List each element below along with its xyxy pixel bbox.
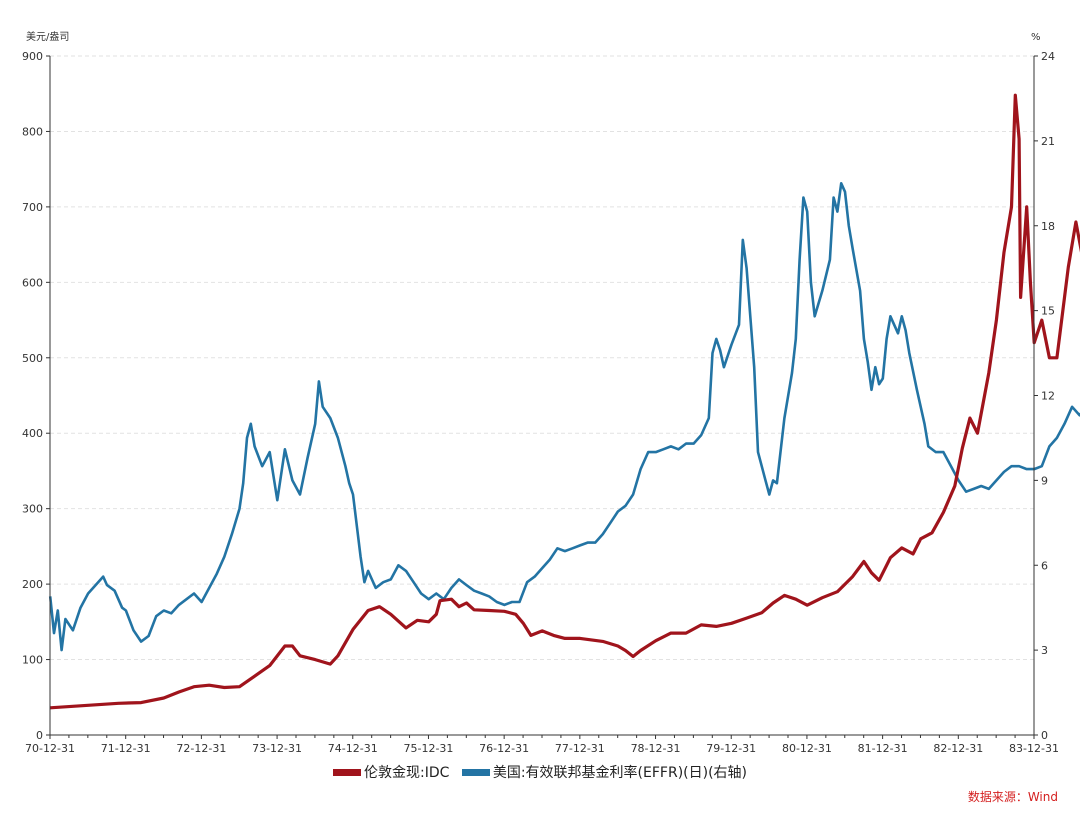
right-tick-label: 15 (1041, 305, 1055, 318)
x-tick-label: 83-12-31 (1009, 742, 1059, 755)
gridlines (50, 55, 1034, 661)
left-tick-label: 400 (22, 427, 43, 440)
left-axis-unit-label: 美元/盎司 (26, 30, 69, 43)
x-tick-label: 75-12-31 (403, 742, 453, 755)
right-tick-label: 3 (1041, 644, 1048, 657)
legend: 伦敦金现:IDC 美国:有效联邦基金利率(EFFR)(日)(右轴) (0, 762, 1080, 782)
left-tick-label: 200 (22, 578, 43, 591)
x-axis-ticks: 70-12-31 71-12-31 72-12-31 73-12-31 74-12-31… (25, 735, 1059, 755)
legend-swatch-gold (332, 768, 361, 776)
x-tick-label: 79-12-31 (706, 742, 756, 755)
left-tick-label: 100 (22, 654, 43, 667)
right-tick-label: 12 (1041, 390, 1055, 403)
left-tick-label: 0 (36, 729, 43, 742)
left-axis-ticks: 0 100 200 300 400 500 600 700 800 900 (22, 50, 50, 742)
right-axis-unit-label: % (1031, 32, 1041, 43)
right-tick-label: 9 (1041, 474, 1048, 487)
x-tick-label: 78-12-31 (631, 742, 681, 755)
x-tick-label: 80-12-31 (782, 742, 832, 755)
x-tick-label: 76-12-31 (479, 742, 529, 755)
legend-label-gold: 伦敦金现:IDC (363, 765, 450, 781)
left-tick-label: 600 (22, 276, 43, 289)
right-tick-label: 6 (1041, 559, 1048, 572)
x-tick-label: 77-12-31 (555, 742, 605, 755)
left-tick-label: 800 (22, 125, 43, 138)
x-tick-label: 71-12-31 (101, 742, 151, 755)
right-tick-label: 24 (1041, 50, 1055, 63)
x-tick-label: 74-12-31 (328, 742, 378, 755)
legend-swatch-effr (461, 768, 490, 776)
right-axis-ticks: 0 3 6 9 12 15 18 21 24 (1034, 50, 1055, 742)
right-tick-label: 21 (1041, 135, 1055, 148)
right-tick-label: 18 (1041, 220, 1055, 233)
left-tick-label: 700 (22, 201, 43, 214)
left-tick-label: 300 (22, 503, 43, 516)
legend-label-effr: 美国:有效联邦基金利率(EFFR)(日)(右轴) (492, 765, 748, 781)
x-tick-label: 82-12-31 (933, 742, 983, 755)
legend-item-gold: 伦敦金现:IDC (332, 762, 450, 782)
x-tick-label: 72-12-31 (176, 742, 226, 755)
data-source-note: 数据来源：Wind (967, 790, 1058, 804)
left-tick-label: 900 (22, 50, 43, 63)
series-group (48, 93, 1080, 710)
x-tick-label: 73-12-31 (252, 742, 302, 755)
series-line-effr (48, 182, 1080, 652)
x-tick-label: 81-12-31 (858, 742, 908, 755)
series-line-gold-price (50, 93, 1080, 710)
left-tick-label: 500 (22, 352, 43, 365)
axes (49, 56, 1035, 736)
legend-item-effr: 美国:有效联邦基金利率(EFFR)(日)(右轴) (461, 762, 748, 782)
x-tick-label: 70-12-31 (25, 742, 75, 755)
right-tick-label: 0 (1041, 729, 1048, 742)
